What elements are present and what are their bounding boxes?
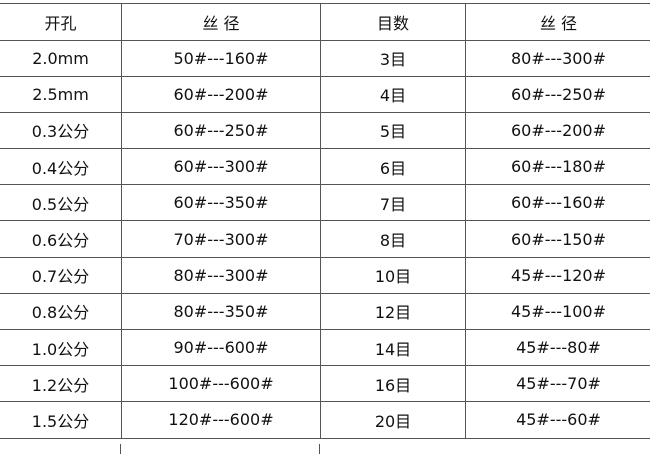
mesh-count-cell: 6目 [321, 149, 466, 185]
wire-diameter-cell: 60#---300# [122, 149, 321, 185]
opening-cell: 2.5mm [0, 76, 122, 112]
wire-diameter-cell: 60#---350# [122, 185, 321, 221]
mesh-count-cell: 5目 [321, 112, 466, 148]
wire-diameter-cell: 60#---200# [122, 76, 321, 112]
wire-diameter-cell: 100#---600# [122, 366, 321, 402]
wire-diameter-cell-2: 60#---200# [466, 112, 650, 148]
header-wire-diameter: 丝 径 [122, 4, 321, 41]
wire-diameter-cell-2: 45#---70# [466, 366, 650, 402]
opening-cell: 0.8公分 [0, 293, 122, 329]
mesh-count-cell: 8目 [321, 221, 466, 257]
opening-cell: 0.4公分 [0, 149, 122, 185]
opening-cell: 0.5公分 [0, 185, 122, 221]
wire-diameter-cell-2: 60#---180# [466, 149, 650, 185]
wire-diameter-cell-2: 80#---300# [466, 40, 650, 76]
wire-diameter-cell: 50#---160# [122, 40, 321, 76]
mesh-count-cell: 4目 [321, 76, 466, 112]
mesh-count-cell: 16目 [321, 366, 466, 402]
wire-diameter-cell-2: 45#---60# [466, 402, 650, 438]
table-border [120, 444, 121, 454]
wire-diameter-cell: 80#---350# [122, 293, 321, 329]
opening-cell: 1.2公分 [0, 366, 122, 402]
header-opening: 开孔 [0, 4, 122, 41]
wire-diameter-cell-2: 60#---150# [466, 221, 650, 257]
mesh-count-cell: 20目 [321, 402, 466, 438]
mesh-count-cell: 10目 [321, 257, 466, 293]
wire-diameter-cell: 120#---600# [122, 402, 321, 438]
wire-diameter-cell-2: 60#---160# [466, 185, 650, 221]
mesh-count-cell: 12目 [321, 293, 466, 329]
wire-diameter-cell: 70#---300# [122, 221, 321, 257]
table-border [319, 444, 320, 454]
header-row: 开孔 丝 径 目数 丝 径 [0, 4, 650, 41]
opening-cell: 2.0mm [0, 40, 122, 76]
wire-diameter-cell: 60#---250# [122, 112, 321, 148]
wire-diameter-cell: 80#---300# [122, 257, 321, 293]
header-mesh-count: 目数 [321, 4, 466, 41]
opening-cell: 1.5公分 [0, 402, 122, 438]
mesh-count-cell: 3目 [321, 40, 466, 76]
wire-diameter-cell-2: 60#---250# [466, 76, 650, 112]
wire-diameter-cell: 90#---600# [122, 330, 321, 366]
wire-diameter-cell-2: 45#---100# [466, 293, 650, 329]
opening-cell: 0.3公分 [0, 112, 122, 148]
opening-cell: 0.6公分 [0, 221, 122, 257]
mesh-count-cell: 14目 [321, 330, 466, 366]
header-wire-diameter-2: 丝 径 [466, 4, 650, 41]
opening-cell: 1.0公分 [0, 330, 122, 366]
wire-diameter-cell-2: 45#---80# [466, 330, 650, 366]
mesh-count-cell: 7目 [321, 185, 466, 221]
wire-diameter-cell-2: 45#---120# [466, 257, 650, 293]
opening-cell: 0.7公分 [0, 257, 122, 293]
